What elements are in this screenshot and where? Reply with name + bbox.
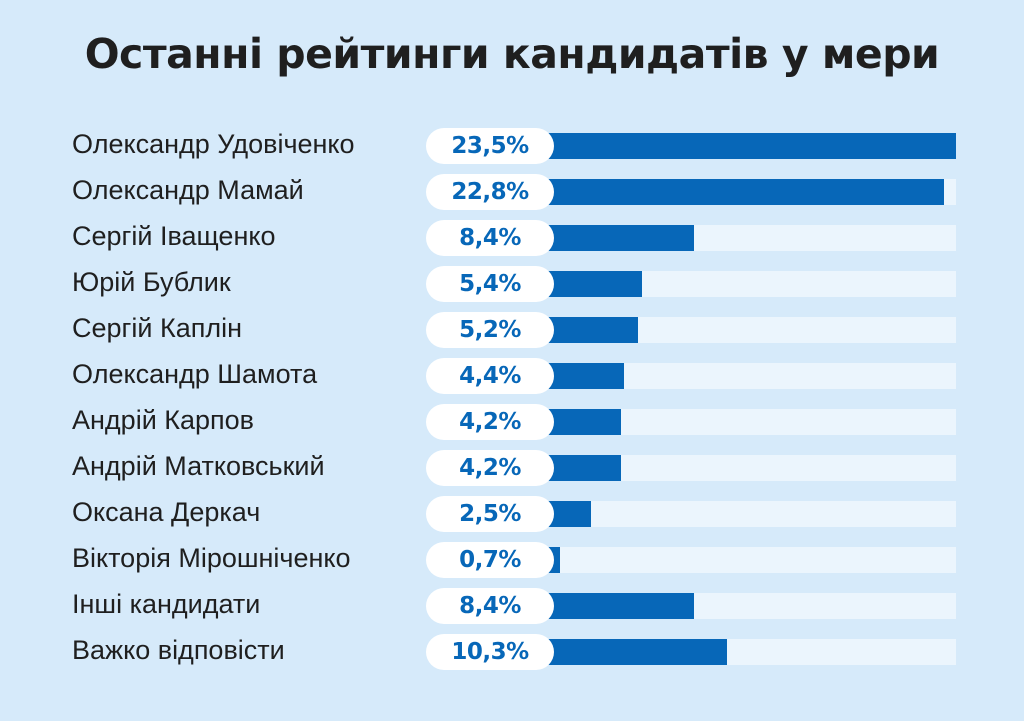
bar-track — [548, 593, 956, 619]
value-label: 4,2% — [426, 404, 554, 440]
bar-track — [548, 547, 956, 573]
bar-row: Юрій Бублик 5,4% — [0, 264, 1024, 304]
category-label: Оксана Деркач — [72, 497, 261, 527]
bar — [548, 363, 625, 389]
category-label: Олександр Шамота — [72, 359, 318, 389]
value-label: 0,7% — [426, 542, 554, 578]
bar-track — [548, 363, 956, 389]
value-label: 22,8% — [426, 174, 554, 210]
bar — [548, 501, 592, 527]
category-label: Сергій Каплін — [72, 313, 242, 343]
bar-track — [548, 317, 956, 343]
category-label: Олександр Удовіченко — [72, 129, 355, 159]
bar — [548, 455, 621, 481]
bar — [548, 225, 694, 251]
category-label: Сергій Іващенко — [72, 221, 276, 251]
bar-row: Андрій Карпов 4,2% — [0, 402, 1024, 442]
bar — [548, 409, 621, 435]
bar-track — [548, 133, 956, 159]
category-label: Андрій Матковський — [72, 451, 325, 481]
bar-row: Важко відповісти 10,3% — [0, 632, 1024, 672]
value-label: 5,4% — [426, 266, 554, 302]
bar — [548, 593, 694, 619]
bar — [548, 133, 956, 159]
bar-row: Олександр Удовіченко 23,5% — [0, 126, 1024, 166]
bar-track — [548, 225, 956, 251]
bar-row: Олександр Шамота 4,4% — [0, 356, 1024, 396]
value-label: 4,4% — [426, 358, 554, 394]
value-label: 10,3% — [426, 634, 554, 670]
bar — [548, 639, 727, 665]
bar — [548, 271, 642, 297]
value-label: 5,2% — [426, 312, 554, 348]
bar-track — [548, 409, 956, 435]
value-label: 8,4% — [426, 220, 554, 256]
bar-row: Інші кандидати 8,4% — [0, 586, 1024, 626]
bar-track — [548, 639, 956, 665]
category-label: Інші кандидати — [72, 589, 261, 619]
category-label: Вікторія Мірошніченко — [72, 543, 351, 573]
bar — [548, 179, 944, 205]
bar-row: Сергій Іващенко 8,4% — [0, 218, 1024, 258]
category-label: Важко відповісти — [72, 635, 285, 665]
bar-track — [548, 271, 956, 297]
category-label: Андрій Карпов — [72, 405, 255, 435]
bar-track — [548, 501, 956, 527]
category-label: Юрій Бублик — [72, 267, 231, 297]
bar — [548, 317, 639, 343]
category-label: Олександр Мамай — [72, 175, 304, 205]
value-label: 23,5% — [426, 128, 554, 164]
chart-title: Останні рейтинги кандидатів у мери — [84, 30, 940, 78]
value-label: 4,2% — [426, 450, 554, 486]
bar-track — [548, 455, 956, 481]
value-label: 8,4% — [426, 588, 554, 624]
bar-row: Оксана Деркач 2,5% — [0, 494, 1024, 534]
bar-row: Сергій Каплін 5,2% — [0, 310, 1024, 350]
bar-row: Вікторія Мірошніченко 0,7% — [0, 540, 1024, 580]
value-label: 2,5% — [426, 496, 554, 532]
bar-row: Олександр Мамай 22,8% — [0, 172, 1024, 212]
bar-track — [548, 179, 956, 205]
bar-row: Андрій Матковський 4,2% — [0, 448, 1024, 488]
